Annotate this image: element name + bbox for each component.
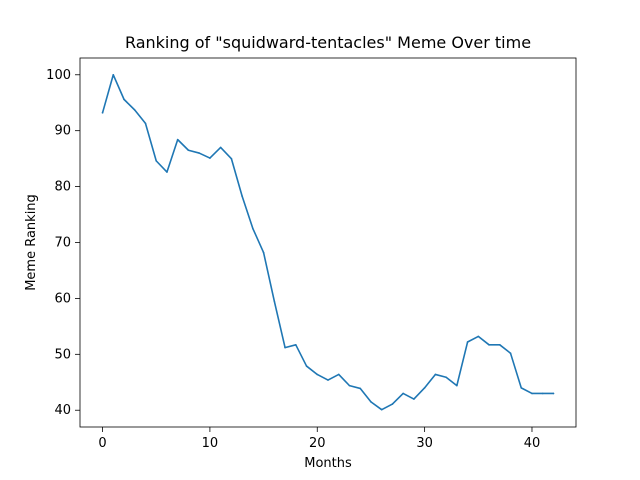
data-point [219, 146, 222, 149]
data-point [133, 109, 136, 111]
y-tick-label: 100 [46, 68, 71, 83]
x-axis: 0 10 20 30 40 [98, 427, 540, 451]
data-point [552, 392, 555, 395]
data-point [123, 98, 125, 101]
data-point [101, 111, 104, 114]
data-point [370, 401, 372, 403]
data-point [498, 344, 501, 346]
data-point [520, 387, 523, 389]
data-point [144, 122, 147, 125]
data-point [273, 300, 276, 303]
y-tick-label: 40 [54, 403, 71, 418]
data-point [187, 149, 190, 152]
x-tick-label: 20 [309, 436, 326, 451]
y-tick-label: 90 [54, 124, 71, 139]
y-axis-label: Meme Ranking [24, 194, 39, 291]
data-point [316, 373, 319, 376]
data-point [413, 398, 415, 400]
x-tick-label: 0 [98, 436, 106, 451]
data-point [380, 408, 383, 411]
data-point [402, 392, 404, 395]
x-tick-label: 30 [416, 436, 433, 451]
plot-area [101, 73, 555, 411]
y-tick-label: 50 [54, 347, 71, 362]
data-point [434, 373, 437, 376]
data-point [294, 344, 297, 346]
data-point [477, 335, 480, 338]
plot-frame [79, 57, 577, 428]
data-point [391, 403, 394, 405]
data-point [509, 352, 512, 355]
data-point [166, 171, 168, 173]
data-point [488, 344, 490, 346]
data-point [230, 157, 233, 160]
data-point [531, 392, 533, 395]
data-point [466, 341, 469, 343]
data-point [305, 365, 308, 367]
y-tick-label: 70 [54, 236, 71, 251]
data-point [241, 195, 243, 197]
data-point [112, 73, 115, 76]
data-point [423, 387, 426, 389]
data-point [456, 384, 458, 387]
x-axis-label: Months [304, 456, 352, 471]
data-point [252, 227, 254, 230]
x-tick-label: 10 [202, 436, 219, 451]
data-point [337, 373, 340, 376]
data-point [541, 392, 544, 395]
data-point [445, 376, 447, 379]
y-axis: 40 50 60 70 80 90 100 [46, 68, 80, 418]
data-point [327, 379, 329, 381]
y-tick-label: 60 [54, 291, 71, 306]
x-tick-label: 40 [524, 436, 541, 451]
data-point [348, 384, 351, 387]
y-tick-label: 80 [54, 180, 71, 195]
data-point [359, 387, 362, 390]
data-point [262, 251, 265, 254]
data-point [155, 160, 158, 162]
chart-title: Ranking of "squidward-tentacles" Meme Ov… [125, 33, 531, 52]
data-point [198, 152, 200, 154]
data-point [176, 138, 179, 141]
data-point [209, 157, 211, 159]
data-point [284, 346, 286, 349]
